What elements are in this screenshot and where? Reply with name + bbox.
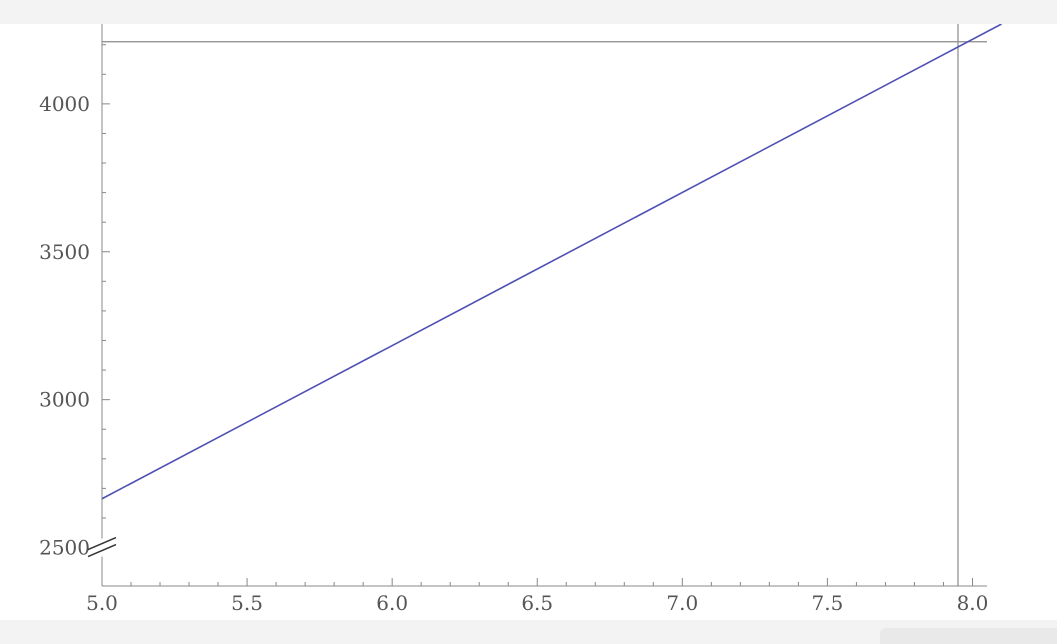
x-tick-label: 5.5: [231, 591, 263, 615]
line-chart: 5.0 5.5 6.0 6.5 7.0 7.5 8.0 2500 3000 3500 4000: [39, 23, 1002, 615]
x-tick-label: 7.0: [666, 591, 698, 615]
x-tick-label: 7.5: [812, 591, 844, 615]
corner-tab: [880, 628, 1057, 644]
y-tick-label: 3500: [39, 240, 90, 264]
plot-panel: 5.0 5.5 6.0 6.5 7.0 7.5 8.0 2500 3000 3500 4000: [0, 23, 1057, 620]
y-tick-label: 3000: [39, 388, 90, 412]
series-line: [101, 23, 1002, 500]
axis-break-mark: [87, 536, 117, 551]
y-tick-label: 4000: [39, 92, 90, 116]
x-tick-label: 6.0: [376, 591, 408, 615]
y-tick-label: 2500: [39, 536, 90, 560]
x-tick-label: 5.0: [86, 591, 118, 615]
x-tick-label: 8.0: [957, 591, 989, 615]
axis-break-mark: [87, 543, 117, 558]
x-tick-label: 6.5: [521, 591, 553, 615]
